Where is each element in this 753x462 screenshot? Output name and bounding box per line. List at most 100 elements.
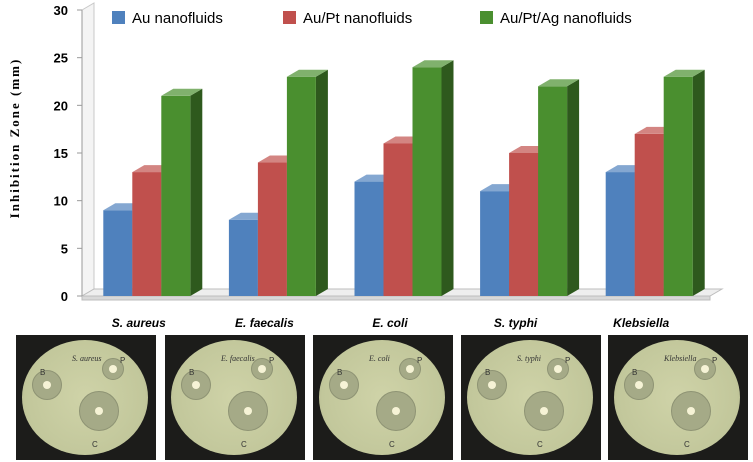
- petri-dish-photo: S. aureus B P C: [16, 335, 156, 460]
- bar: [412, 60, 454, 297]
- bar-top: [663, 69, 705, 77]
- well-marker: C: [537, 440, 543, 449]
- inhibition-zone: [102, 358, 124, 380]
- well-marker: P: [565, 356, 571, 365]
- well-marker: B: [337, 368, 343, 377]
- bar-front: [538, 86, 568, 297]
- petri-dish-photo: Klebsiella B P C: [608, 335, 748, 460]
- dish-handwritten-label: S. aureus: [72, 354, 102, 363]
- petri-dish-photo: S. typhi B P C: [461, 335, 601, 460]
- well-marker: P: [120, 356, 126, 365]
- inhibition-zone: [524, 391, 564, 431]
- well-marker: C: [684, 440, 690, 449]
- well-marker: P: [417, 356, 423, 365]
- y-axis-label: Inhibition Zone (mm): [7, 58, 22, 219]
- bar-front: [132, 172, 162, 296]
- x-tick-label: Klebsiella: [613, 316, 669, 330]
- petri-dish: E. coli B P C: [319, 340, 445, 455]
- bar-side: [567, 79, 580, 297]
- bar-top: [412, 60, 454, 68]
- bar-side: [441, 60, 454, 297]
- petri-dish-photo: E. coli B P C: [313, 335, 453, 460]
- x-tick-label: E. faecalis: [235, 316, 294, 330]
- dish-handwritten-label: Klebsiella: [664, 354, 697, 363]
- legend-swatch: [112, 11, 125, 24]
- y-tick-label: 5: [61, 241, 68, 256]
- bar-front: [103, 210, 133, 296]
- y-tick-label: 20: [54, 98, 68, 113]
- bar-front: [634, 133, 664, 296]
- side-wall: [81, 2, 95, 297]
- dish-handwritten-label: S. typhi: [517, 354, 541, 363]
- legend-label: Au nanofluids: [132, 10, 223, 27]
- x-tick-label: S. typhi: [494, 316, 538, 330]
- petri-dish: E. faecalis B P C: [171, 340, 297, 455]
- bar-top: [538, 79, 580, 87]
- legend-swatch: [480, 11, 493, 24]
- inhibition-zone: [32, 370, 62, 400]
- bar-front: [605, 172, 635, 296]
- inhibition-zone: [329, 370, 359, 400]
- bar-side: [692, 69, 705, 296]
- bar-side: [315, 69, 328, 296]
- inhibition-zone: [547, 358, 569, 380]
- y-tick-label: 30: [54, 3, 68, 18]
- petri-dish: S. aureus B P C: [22, 340, 148, 455]
- y-tick-label: 25: [54, 51, 68, 66]
- bar-chart: 0 5 10 15 20 25 30 Inhibition Zone (mm) S. aureu…: [7, 2, 724, 330]
- petri-dish-photo: E. faecalis B P C: [165, 335, 305, 460]
- inhibition-zone: [694, 358, 716, 380]
- inhibition-zone: [671, 391, 711, 431]
- y-tick-label: 10: [54, 194, 68, 209]
- inhibition-zone: [477, 370, 507, 400]
- well-marker: P: [269, 356, 275, 365]
- dish-handwritten-label: E. faecalis: [221, 354, 255, 363]
- inhibition-zone: [376, 391, 416, 431]
- inhibition-zone: [624, 370, 654, 400]
- inhibition-zone: [251, 358, 273, 380]
- petri-dish: S. typhi B P C: [467, 340, 593, 455]
- bar-side: [190, 88, 203, 296]
- well-marker: B: [632, 368, 638, 377]
- x-tick-label: E. coli: [372, 316, 408, 330]
- bar-front: [480, 191, 510, 296]
- petri-dish-photos: S. aureus B P C E. faecalis B P C E. coli B P C S. t…: [16, 335, 748, 460]
- bar-front: [383, 143, 413, 296]
- legend-item: Au nanofluids: [112, 10, 223, 27]
- well-marker: C: [241, 440, 247, 449]
- dish-handwritten-label: E. coli: [369, 354, 390, 363]
- bar-front: [257, 162, 287, 296]
- inhibition-zone: [181, 370, 211, 400]
- bar-front: [354, 181, 384, 296]
- x-tick-label: S. aureus: [112, 316, 166, 330]
- legend-swatch: [283, 11, 296, 24]
- legend-item: Au/Pt nanofluids: [283, 10, 412, 27]
- bar-front: [161, 95, 191, 296]
- bar-front: [509, 153, 539, 296]
- well-marker: B: [189, 368, 195, 377]
- inhibition-zone: [79, 391, 119, 431]
- bar-front: [663, 76, 693, 296]
- bar: [663, 69, 705, 296]
- floor-edge: [81, 295, 711, 301]
- well-marker: C: [92, 440, 98, 449]
- petri-dish: Klebsiella B P C: [614, 340, 740, 455]
- bar: [538, 79, 580, 297]
- well-marker: B: [40, 368, 46, 377]
- inhibition-zone: [399, 358, 421, 380]
- bar-front: [286, 76, 316, 296]
- legend-label: Au/Pt nanofluids: [303, 10, 412, 27]
- inhibition-zone: [228, 391, 268, 431]
- legend-item: Au/Pt/Ag nanofluids: [480, 10, 632, 27]
- well-marker: P: [712, 356, 718, 365]
- legend-label: Au/Pt/Ag nanofluids: [500, 10, 632, 27]
- well-marker: C: [389, 440, 395, 449]
- bar: [286, 69, 328, 296]
- well-marker: B: [485, 368, 491, 377]
- y-tick-label: 0: [61, 289, 68, 304]
- bar-top: [286, 69, 328, 77]
- y-tick-label: 15: [54, 146, 68, 161]
- bar-front: [228, 219, 258, 296]
- bar: [161, 88, 203, 296]
- bar-top: [161, 88, 203, 96]
